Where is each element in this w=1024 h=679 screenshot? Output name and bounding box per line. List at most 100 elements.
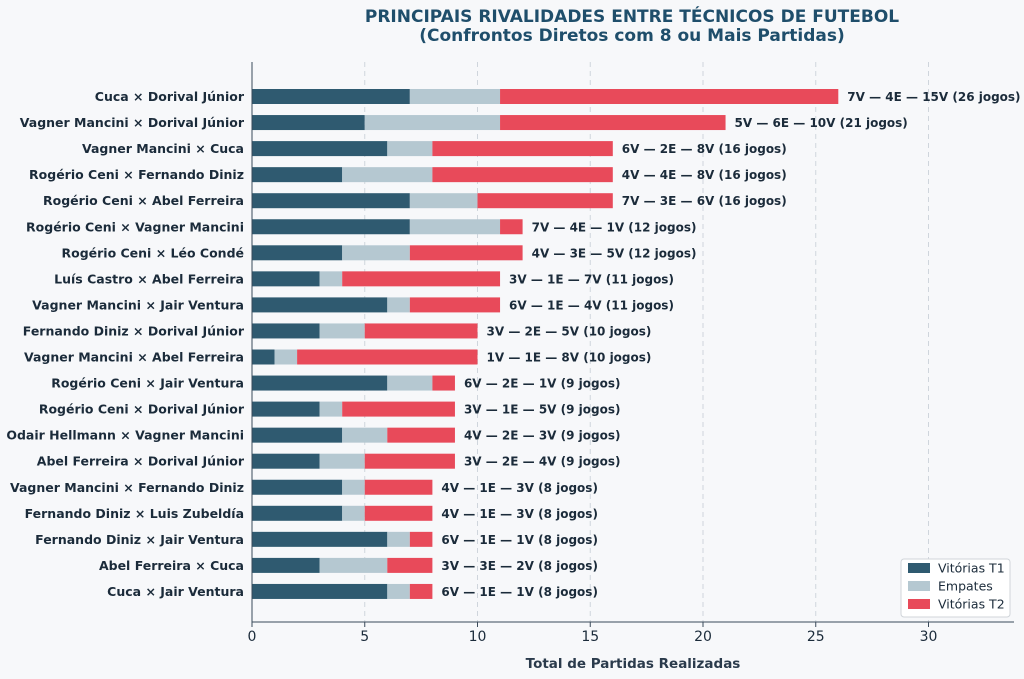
data-label: 7V — 4E — 1V (12 jogos) xyxy=(532,220,697,234)
bar-segment xyxy=(409,531,433,547)
bar-segment xyxy=(409,193,478,209)
x-tick-label: 0 xyxy=(248,629,257,645)
bar-segment xyxy=(342,167,433,183)
y-tick-label: Rogério Ceni × Vagner Mancini xyxy=(26,219,244,234)
data-label: 4V — 1E — 3V (8 jogos) xyxy=(441,481,598,495)
bar-segment xyxy=(252,141,388,157)
y-tick-label: Fernando Diniz × Jair Ventura xyxy=(35,532,244,547)
bar-segment xyxy=(252,479,343,495)
data-label: 3V — 2E — 4V (9 jogos) xyxy=(464,455,621,469)
bar-segment xyxy=(364,453,455,469)
y-axis-labels: Cuca × Dorival Júnior Vagner Mancini × Do… xyxy=(6,89,245,599)
y-tick-label: Vagner Mancini × Fernando Diniz xyxy=(10,480,244,495)
data-label: 6V — 1E — 1V (8 jogos) xyxy=(441,585,598,599)
bar-segment xyxy=(297,349,478,365)
legend-label: Vitórias T2 xyxy=(938,597,1005,612)
bar-segment xyxy=(387,427,455,443)
chart-subtitle: (Confrontos Diretos com 8 ou Mais Partid… xyxy=(419,26,845,46)
y-tick-label: Vagner Mancini × Dorival Júnior xyxy=(20,115,245,130)
data-label: 7V — 4E — 15V (26 jogos) xyxy=(847,90,1020,104)
data-label: 6V — 2E — 8V (16 jogos) xyxy=(622,142,787,156)
data-label: 7V — 3E — 6V (16 jogos) xyxy=(622,194,787,208)
bar-segment xyxy=(409,245,523,261)
y-tick-label: Vagner Mancini × Cuca xyxy=(82,141,244,156)
chart-title: PRINCIPAIS RIVALIDADES ENTRE TÉCNICOS DE… xyxy=(365,5,899,27)
data-label: 6V — 2E — 1V (9 jogos) xyxy=(464,377,621,391)
legend: Vitórias T1 Empates Vitórias T2 xyxy=(900,558,1011,618)
bar-segment xyxy=(387,531,410,547)
legend-swatch xyxy=(908,581,930,591)
y-tick-label: Cuca × Jair Ventura xyxy=(107,584,244,599)
y-tick-label: Rogério Ceni × Fernando Diniz xyxy=(29,167,244,182)
data-label: 4V — 4E — 8V (16 jogos) xyxy=(622,168,787,182)
x-tick-label: 5 xyxy=(360,629,369,645)
bar-segment xyxy=(252,427,343,443)
bar-segment xyxy=(364,479,433,495)
data-label: 5V — 6E — 10V (21 jogos) xyxy=(735,116,908,130)
bar-segment xyxy=(342,427,388,443)
y-tick-label: Cuca × Dorival Júnior xyxy=(95,89,245,104)
bar-segment xyxy=(342,479,365,495)
bar-segment xyxy=(252,193,410,209)
bar-segment xyxy=(252,401,320,417)
data-label: 3V — 2E — 5V (10 jogos) xyxy=(487,324,652,338)
y-tick-label: Vagner Mancini × Abel Ferreira xyxy=(24,350,244,365)
bar-segment xyxy=(364,115,501,131)
x-axis-label: Total de Partidas Realizadas xyxy=(526,656,741,672)
bar-segment xyxy=(252,271,320,287)
bar-segment xyxy=(252,89,410,104)
bar-segment xyxy=(409,89,501,104)
bar-segment xyxy=(342,245,410,261)
bar-segment xyxy=(319,323,365,339)
data-label: 6V — 1E — 1V (8 jogos) xyxy=(441,533,598,547)
y-tick-label: Rogério Ceni × Jair Ventura xyxy=(51,376,244,391)
y-tick-label: Rogério Ceni × Dorival Júnior xyxy=(39,402,245,417)
bar-segment xyxy=(342,271,501,287)
bar-segment xyxy=(409,297,501,313)
bar-segment xyxy=(252,505,343,521)
x-tick-label: 30 xyxy=(920,629,938,645)
bar-segment xyxy=(319,453,365,469)
y-tick-label: Rogério Ceni × Léo Condé xyxy=(61,245,244,260)
bar-segment xyxy=(409,219,501,235)
bar-segment xyxy=(252,219,410,235)
y-tick-label: Luís Castro × Abel Ferreira xyxy=(54,271,244,286)
bar-segment xyxy=(409,583,433,599)
bar-segment xyxy=(500,89,839,104)
data-label: 3V — 1E — 7V (11 jogos) xyxy=(509,272,674,286)
y-tick-label: Abel Ferreira × Dorival Júnior xyxy=(37,454,245,469)
data-label: 3V — 1E — 5V (9 jogos) xyxy=(464,403,621,417)
data-label: 4V — 1E — 3V (8 jogos) xyxy=(441,507,598,521)
data-label: 4V — 3E — 5V (12 jogos) xyxy=(532,246,697,260)
x-tick-label: 10 xyxy=(469,629,487,645)
bar-segment xyxy=(252,323,320,339)
legend-swatch xyxy=(908,563,930,573)
bar-segment xyxy=(252,297,388,313)
bar-segment xyxy=(500,115,726,131)
bar-segment xyxy=(387,297,410,313)
y-tick-label: Vagner Mancini × Jair Ventura xyxy=(32,297,244,312)
bar-segment xyxy=(364,505,433,521)
bars xyxy=(252,89,839,599)
bar-segment xyxy=(477,193,613,209)
bar-segment xyxy=(252,115,365,131)
bar-segment xyxy=(319,557,388,573)
bar-segment xyxy=(387,141,433,157)
x-axis: 0 5 10 15 20 25 30 xyxy=(248,62,1014,645)
bar-segment xyxy=(252,167,343,183)
data-labels: 7V — 4E — 15V (26 jogos) 5V — 6E — 10V (2… xyxy=(441,90,1020,599)
bar-segment xyxy=(274,349,298,365)
bar-segment xyxy=(252,375,388,391)
bar-segment xyxy=(432,375,455,391)
bar-segment xyxy=(252,531,388,547)
data-label: 6V — 1E — 4V (11 jogos) xyxy=(509,298,674,312)
bar-segment xyxy=(364,323,478,339)
x-tick-label: 25 xyxy=(807,629,825,645)
legend-label: Empates xyxy=(938,579,993,594)
bar-segment xyxy=(252,245,343,261)
bar-segment xyxy=(342,401,455,417)
bar-segment xyxy=(319,401,343,417)
bar-segment xyxy=(252,453,320,469)
bar-segment xyxy=(432,141,613,157)
